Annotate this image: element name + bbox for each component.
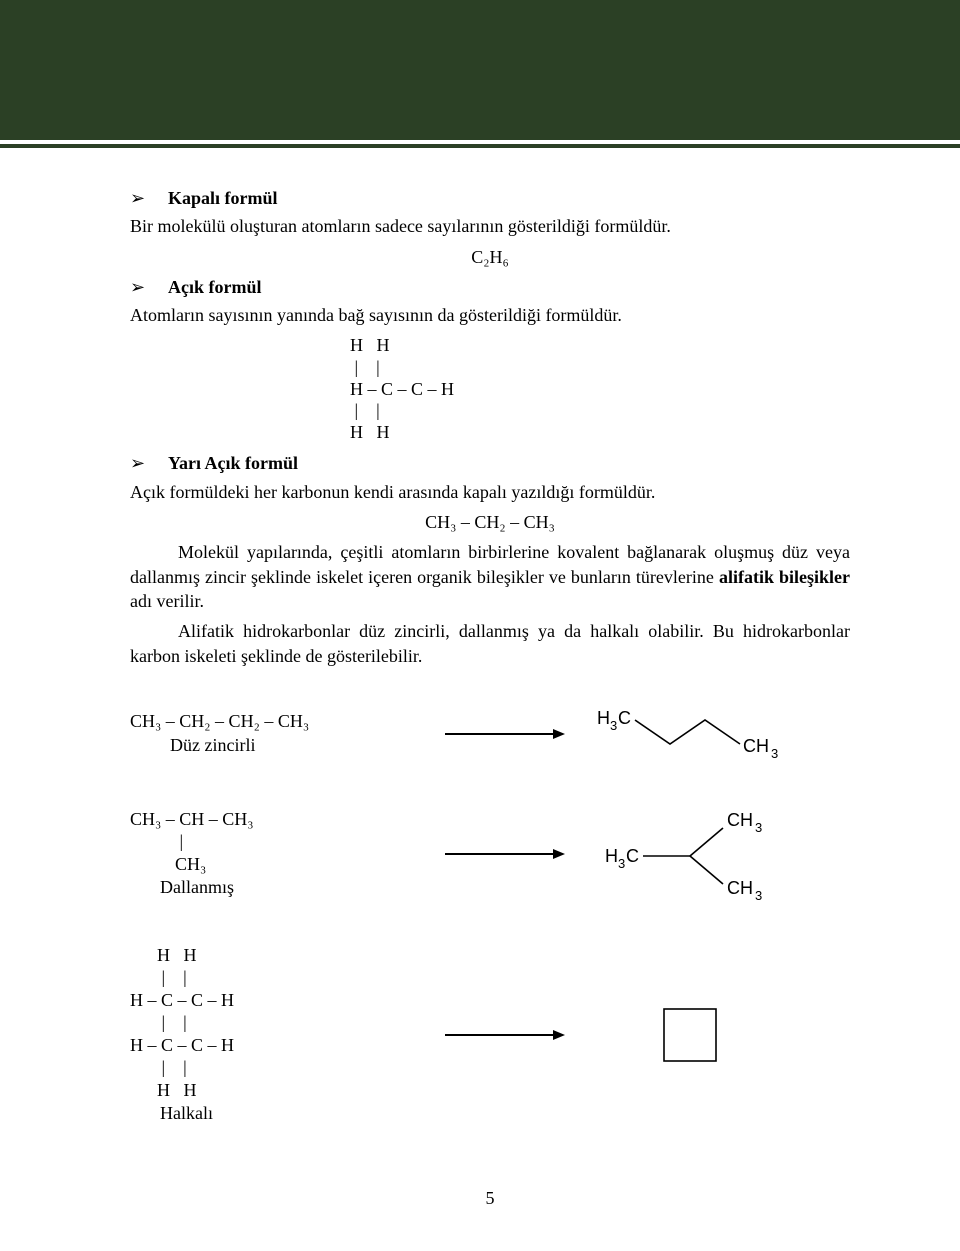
arrow-icon xyxy=(430,1028,580,1042)
bullet-yari-acik: ➢ Yarı Açık formül xyxy=(130,451,850,475)
bullet-icon: ➢ xyxy=(130,451,148,475)
header-rules xyxy=(0,140,960,150)
example-left: H H | | H – C – C – H | | H – C – C – H … xyxy=(130,944,430,1126)
svg-text:3: 3 xyxy=(755,820,762,835)
arrow-icon xyxy=(430,727,580,741)
skeletal-cyclic xyxy=(580,995,800,1075)
header-color-band xyxy=(0,0,960,140)
svg-text:CH: CH xyxy=(727,810,753,830)
text-bold: alifatik bileşikler xyxy=(719,567,850,587)
svg-text:H: H xyxy=(597,708,610,728)
example-label: Dallanmış xyxy=(160,875,430,899)
page-content: ➢ Kapalı formül Bir molekülü oluşturan a… xyxy=(0,150,960,1240)
example-label: Halkalı xyxy=(160,1101,430,1125)
arrow-icon xyxy=(430,847,580,861)
chem-formula: CH₃ – CH₂ – CH₂ – CH₃ xyxy=(130,710,430,733)
skeletal-branched: H 3 C CH 3 CH 3 xyxy=(580,804,800,904)
chem-formula: H H | | H – C – C – H | | H – C – C – H … xyxy=(130,944,430,1102)
example-duz-zincirli: CH₃ – CH₂ – CH₂ – CH₃ Düz zincirli H 3 C… xyxy=(130,704,850,764)
svg-text:C: C xyxy=(618,708,631,728)
paragraph: Bir molekülü oluşturan atomların sadece … xyxy=(130,214,850,238)
svg-text:C: C xyxy=(626,846,639,866)
svg-text:CH: CH xyxy=(743,736,769,756)
bullet-kapali: ➢ Kapalı formül xyxy=(130,186,850,210)
bullet-icon: ➢ xyxy=(130,275,148,299)
bullet-acik: ➢ Açık formül xyxy=(130,275,850,299)
bullet-icon: ➢ xyxy=(130,186,148,210)
page-number: 5 xyxy=(130,1186,850,1210)
svg-text:H: H xyxy=(605,846,618,866)
bullet-label: Kapalı formül xyxy=(168,186,278,210)
paragraph: Atomların sayısının yanında bağ sayısını… xyxy=(130,303,850,327)
paragraph: Açık formüldeki her karbonun kendi arası… xyxy=(130,480,850,504)
paragraph: Alifatik hidrokarbonlar düz zincirli, da… xyxy=(130,619,850,668)
example-label: Düz zincirli xyxy=(170,733,430,757)
paragraph-alifatik: Molekül yapılarında, çeşitli atomların b… xyxy=(130,540,850,613)
example-halkali: H H | | H – C – C – H | | H – C – C – H … xyxy=(130,944,850,1126)
closed-formula: C₂H₆ xyxy=(130,245,850,269)
svg-text:3: 3 xyxy=(771,746,778,761)
svg-text:3: 3 xyxy=(610,718,617,733)
open-formula-block: H H | | H – C – C – H | | H H xyxy=(350,335,850,443)
example-left: CH₃ – CH₂ – CH₂ – CH₃ Düz zincirli xyxy=(130,710,430,757)
bullet-label: Yarı Açık formül xyxy=(168,451,298,475)
bullet-label: Açık formül xyxy=(168,275,262,299)
skeletal-straight: H 3 C CH 3 xyxy=(580,704,800,764)
example-dallanmis: CH₃ – CH – CH₃ | CH₃ Dallanmış H 3 C xyxy=(130,804,850,904)
chem-formula: CH₃ – CH – CH₃ | CH₃ xyxy=(130,808,430,876)
text-run: adı verilir. xyxy=(130,591,204,611)
svg-text:3: 3 xyxy=(618,856,625,871)
svg-text:CH: CH xyxy=(727,878,753,898)
svg-text:3: 3 xyxy=(755,888,762,903)
semi-open-formula: CH₃ – CH₂ – CH₃ xyxy=(130,510,850,534)
examples-block: CH₃ – CH₂ – CH₂ – CH₃ Düz zincirli H 3 C… xyxy=(130,704,850,1126)
example-left: CH₃ – CH – CH₃ | CH₃ Dallanmış xyxy=(130,808,430,900)
